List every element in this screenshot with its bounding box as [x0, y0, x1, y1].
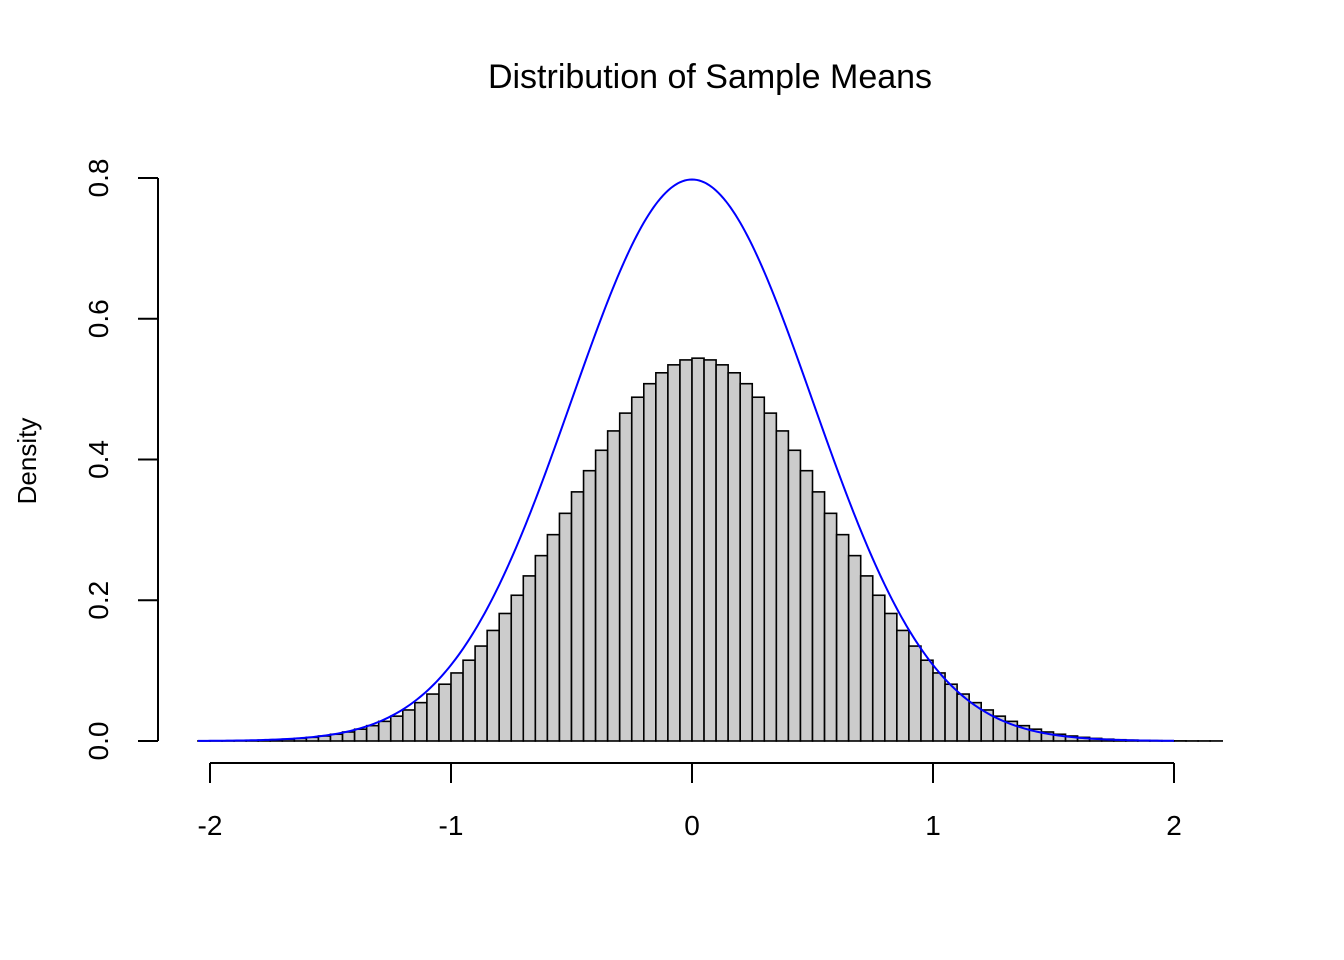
y-axis-label: Density: [12, 418, 42, 505]
histogram-bar: [389, 715, 404, 742]
y-tick-label: 0.6: [83, 299, 114, 338]
histogram-bar: [522, 575, 537, 742]
chart-title: Distribution of Sample Means: [488, 58, 932, 96]
histogram-bar: [594, 449, 609, 742]
histogram-bar: [835, 533, 850, 742]
histogram-bar: [739, 382, 754, 742]
density-curve-layer: [197, 178, 1175, 742]
histogram-bar: [691, 357, 705, 742]
histogram-bar: [450, 672, 464, 742]
histogram-bar: [679, 359, 693, 742]
x-tick-label: -2: [198, 810, 223, 841]
histogram-bar: [618, 412, 633, 742]
histogram-bar: [811, 491, 826, 742]
histogram-bar: [775, 430, 790, 742]
density-curve-line: [197, 178, 1175, 742]
histogram-bar: [799, 469, 814, 742]
y-axis: 0.0 0.2 0.4 0.6 0.8: [83, 159, 159, 761]
histogram-bar: [365, 724, 380, 742]
histogram-bar: [546, 533, 561, 742]
histogram-bar: [630, 396, 645, 742]
y-tick-label: 0.2: [83, 581, 114, 620]
y-tick-label: 0.0: [83, 722, 114, 761]
x-tick-label: -1: [439, 810, 464, 841]
histogram-bar: [920, 659, 934, 742]
histogram-bar: [377, 720, 392, 742]
histogram-bar: [859, 575, 874, 742]
histogram-bar: [438, 683, 452, 742]
histogram-bar: [486, 629, 500, 742]
histogram-bar: [883, 612, 898, 742]
histogram-bar: [763, 412, 778, 742]
histogram-bar: [534, 554, 549, 742]
x-tick-label: 0: [684, 810, 700, 841]
histogram-bar: [414, 701, 428, 742]
histogram-bar: [570, 491, 585, 742]
histogram-bar: [932, 672, 946, 742]
histogram-bar: [655, 371, 669, 742]
histogram-bar: [715, 364, 729, 742]
histogram-bar: [667, 364, 681, 742]
histogram-bar: [956, 693, 970, 742]
x-tick-label: 2: [1166, 810, 1182, 841]
histogram-bar: [871, 594, 886, 742]
histogram-bar: [727, 371, 742, 742]
histogram-bar: [896, 629, 910, 742]
histogram-bar: [498, 612, 513, 742]
histogram-bar: [462, 659, 476, 742]
histogram-bar: [401, 709, 416, 742]
histogram-bar: [606, 430, 621, 742]
histogram-bar: [582, 469, 597, 742]
x-tick-label: 1: [925, 810, 941, 841]
histogram-bar: [703, 359, 717, 742]
histogram-bar: [787, 449, 802, 742]
histogram-bar: [558, 512, 573, 742]
histogram-bar: [751, 396, 766, 742]
histogram-bar: [353, 728, 368, 742]
histogram-bar: [847, 554, 862, 742]
y-tick-label: 0.8: [83, 159, 114, 198]
histogram-bar: [510, 594, 525, 742]
histogram-bar: [426, 693, 440, 742]
x-axis: -2 -1 0 1 2: [198, 762, 1182, 841]
histogram-bar: [908, 645, 922, 742]
histogram-bar: [642, 382, 657, 742]
histogram-bar: [823, 512, 838, 742]
histogram-bar: [341, 731, 356, 742]
y-tick-label: 0.4: [83, 440, 114, 479]
histogram-bars: [197, 357, 1224, 742]
histogram-bar: [944, 683, 958, 742]
histogram-bar: [474, 645, 488, 742]
